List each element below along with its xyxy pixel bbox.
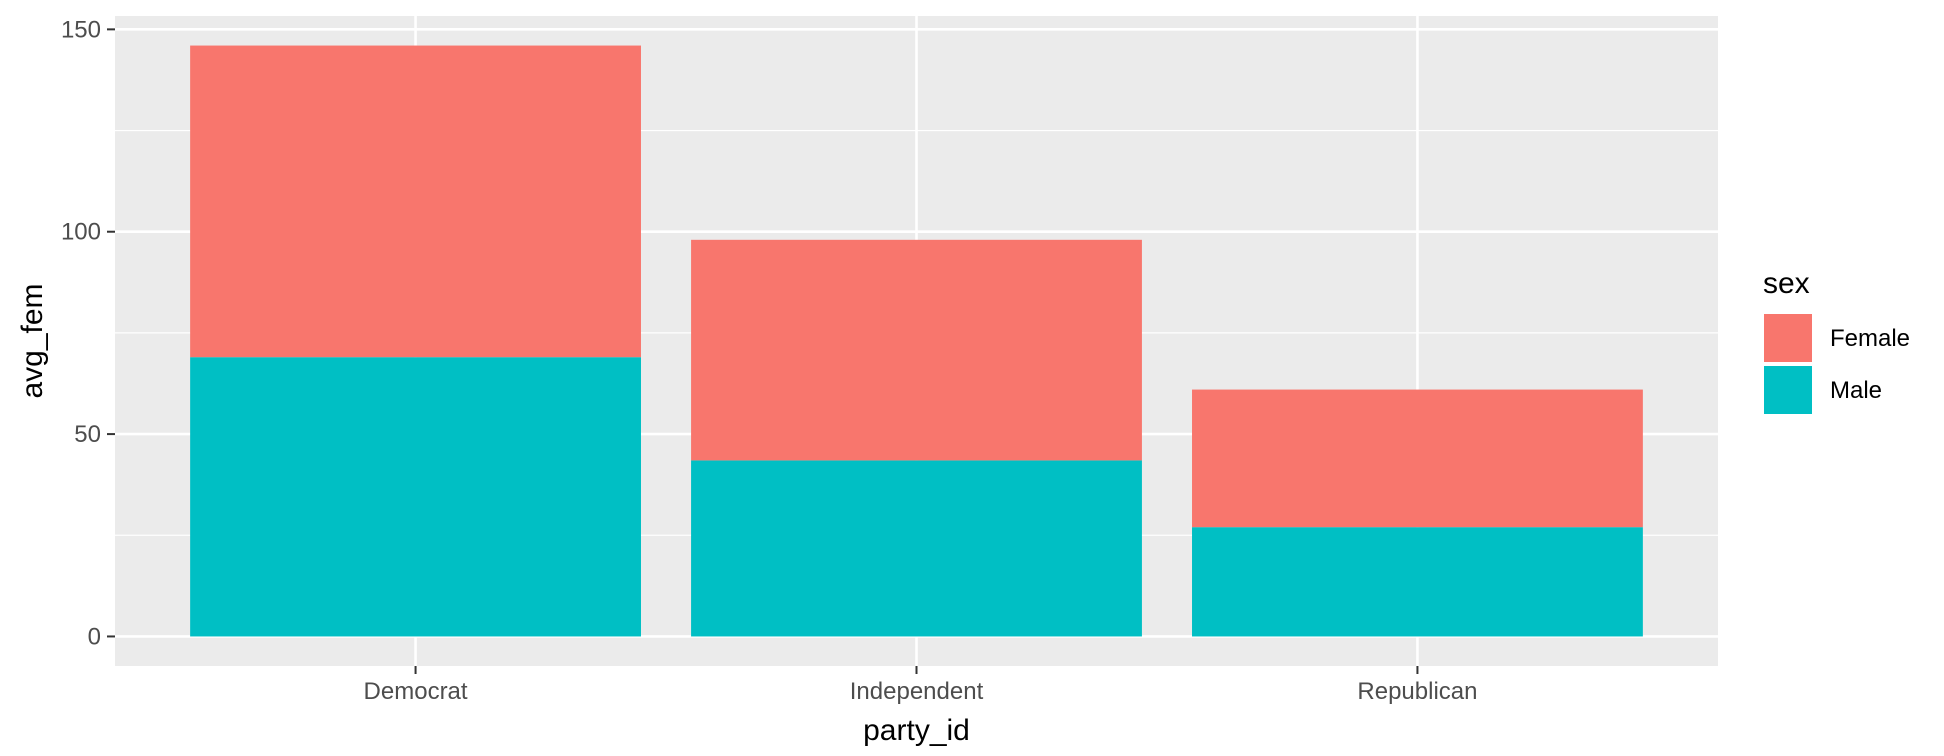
bar-female-independent xyxy=(691,239,1142,461)
bar-male-republican xyxy=(1192,527,1643,637)
x-tick-label: Independent xyxy=(850,678,984,705)
legend-key-female xyxy=(1764,314,1812,362)
y-axis-title: avg_fem xyxy=(16,283,49,398)
legend-label-male: Male xyxy=(1830,377,1882,404)
y-tick-label: 150 xyxy=(61,16,101,43)
bar-male-independent xyxy=(691,460,1142,637)
bars xyxy=(190,45,1643,637)
y-axis: 0 50 100 150 xyxy=(61,16,115,650)
x-axis: Democrat Independent Republican xyxy=(364,666,1477,705)
legend-title: sex xyxy=(1763,267,1810,300)
y-tick-label: 100 xyxy=(61,219,101,246)
legend-key-male xyxy=(1764,366,1812,414)
legend-label-female: Female xyxy=(1830,325,1910,352)
bar-male-democrat xyxy=(190,357,641,637)
legend: sex Female Male xyxy=(1763,267,1910,414)
bar-female-republican xyxy=(1192,389,1643,528)
x-tick-label: Democrat xyxy=(364,678,468,705)
y-tick-label: 0 xyxy=(88,623,101,650)
x-tick-label: Republican xyxy=(1357,678,1477,705)
bar-female-democrat xyxy=(190,45,641,358)
y-tick-label: 50 xyxy=(74,421,101,448)
x-axis-title: party_id xyxy=(863,714,970,747)
